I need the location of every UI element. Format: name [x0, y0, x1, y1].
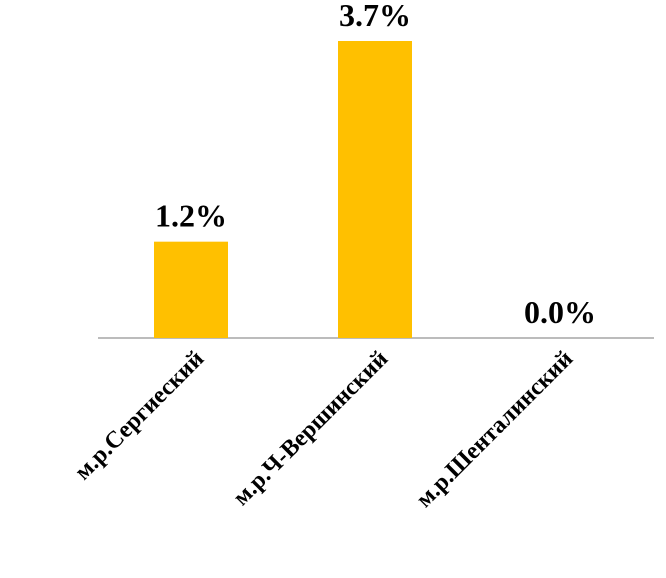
x-tick-label-2: м.р.Ч-Вершинский: [228, 346, 393, 511]
data-labels: 1.2% 3.7% 0.0%: [155, 0, 596, 330]
x-tick-label-1: м.р.Сергиеский: [70, 346, 210, 486]
x-tick-label-3: м.р.Шенталинский: [411, 346, 578, 513]
bar-series: [154, 41, 412, 338]
data-label-1: 1.2%: [155, 198, 227, 234]
data-label-3: 0.0%: [524, 294, 596, 330]
bar-1: [154, 241, 228, 338]
category-labels: м.р.Сергиеский м.р.Ч-Вершинский м.р.Шентал…: [70, 346, 579, 513]
bar-2: [338, 41, 412, 338]
data-label-2: 3.7%: [339, 0, 411, 33]
